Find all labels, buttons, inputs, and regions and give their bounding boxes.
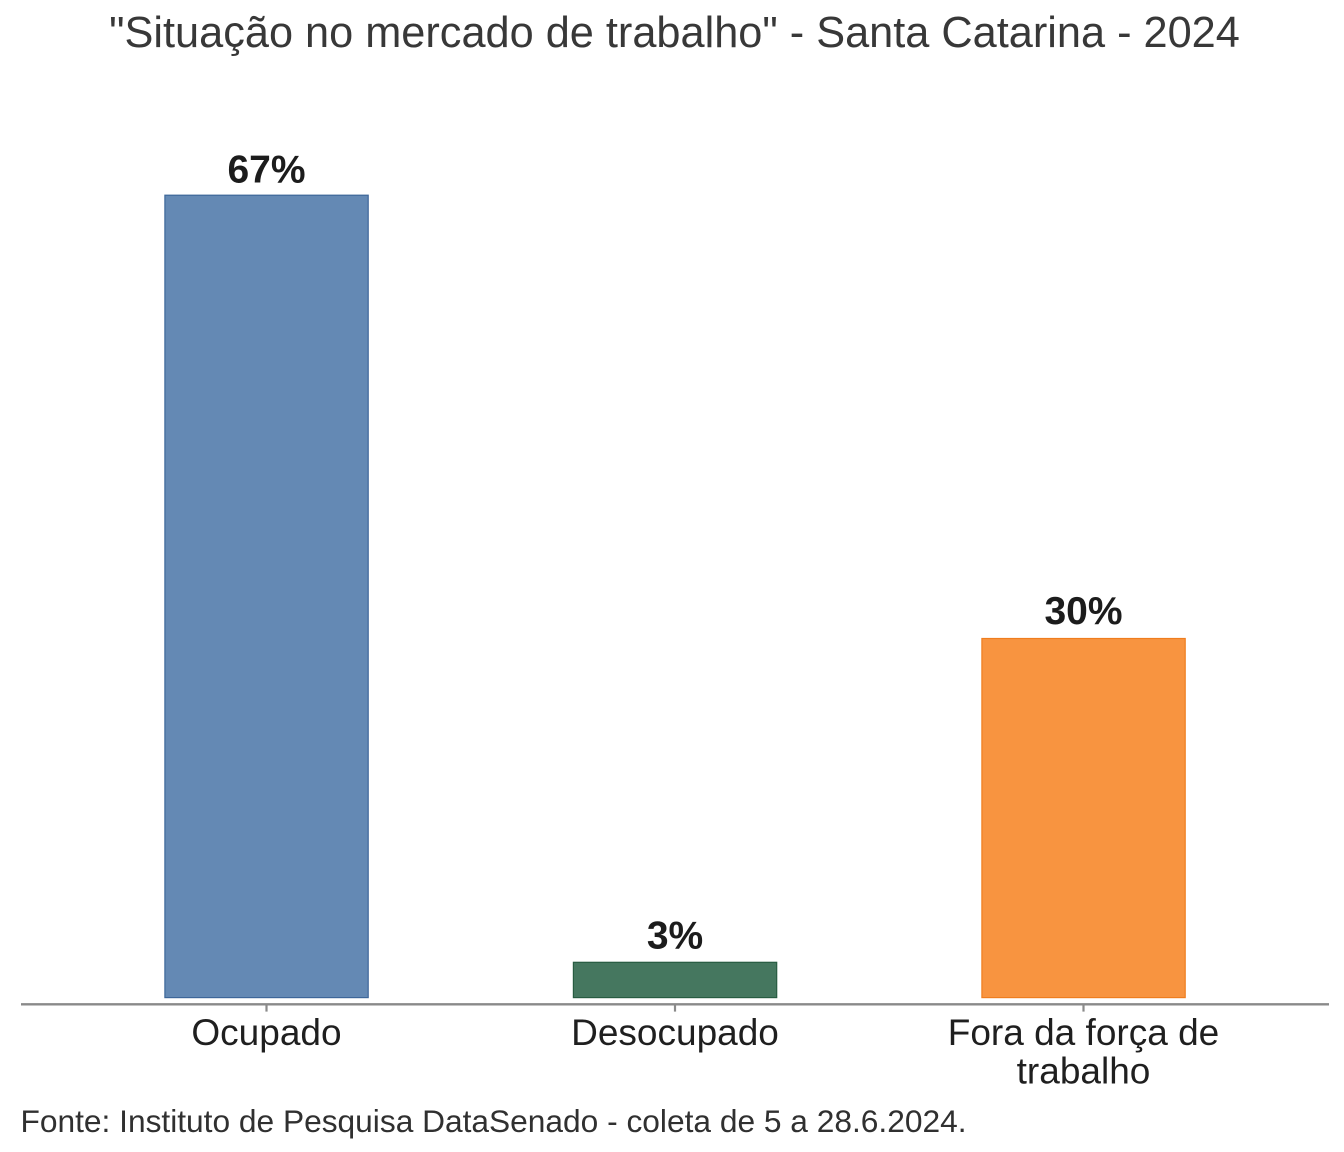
svg-text:"Situação no mercado de trabal: "Situação no mercado de trabalho" - Sant… bbox=[109, 9, 1240, 57]
svg-text:Fora da força de: Fora da força de bbox=[948, 1012, 1219, 1053]
svg-text:30%: 30% bbox=[1044, 590, 1122, 633]
svg-text:3%: 3% bbox=[647, 915, 703, 958]
svg-text:Ocupado: Ocupado bbox=[191, 1012, 341, 1053]
svg-text:trabalho: trabalho bbox=[1017, 1051, 1151, 1092]
svg-text:Desocupado: Desocupado bbox=[571, 1012, 779, 1053]
svg-text:Fonte: Instituto de Pesquisa D: Fonte: Instituto de Pesquisa DataSenado … bbox=[21, 1103, 967, 1139]
svg-text:67%: 67% bbox=[227, 149, 305, 192]
